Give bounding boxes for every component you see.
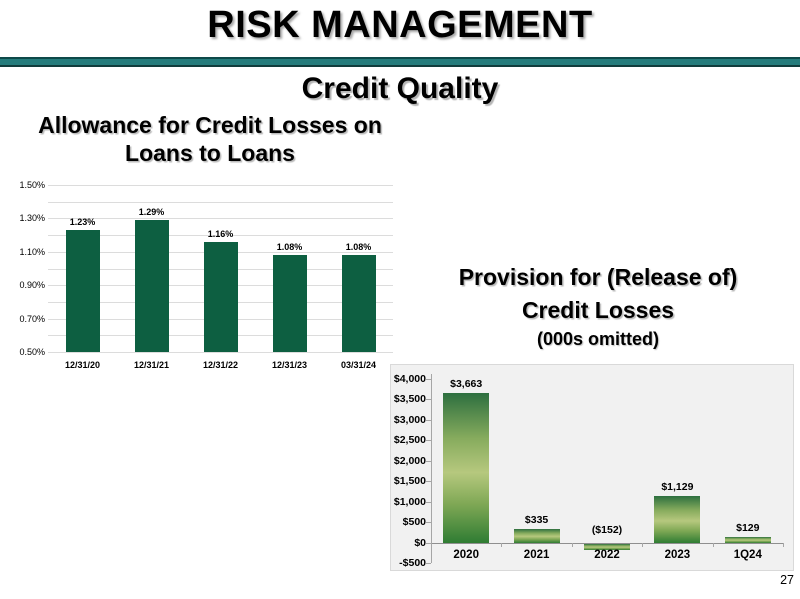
x-axis-line (431, 542, 783, 544)
y-tick-label: $3,000 (393, 413, 426, 426)
bar-value-label: $1,129 (661, 481, 694, 494)
gridline (48, 218, 393, 220)
bar-value-label: 1.29% (138, 207, 165, 218)
bar-value-label: 1.08% (345, 242, 372, 253)
y-tick-label: 1.30% (19, 213, 45, 224)
y-axis-line (431, 374, 432, 563)
x-tick-mark (431, 542, 432, 547)
provision-chart: $4,000 $3,500 $3,000 $2,500 $2,000 $1,500 $1,0… (390, 364, 794, 571)
y-tick-label: -$500 (399, 557, 426, 569)
y-tick-mark (426, 440, 431, 442)
bar (513, 528, 560, 543)
x-tick-label: 03/31/24 (340, 360, 377, 370)
y-tick-mark (426, 522, 431, 524)
y-tick-label: $1,500 (393, 475, 426, 488)
bar-value-label: 1.08% (276, 242, 303, 253)
bar (134, 220, 169, 352)
bar-value-label: $335 (524, 513, 549, 526)
bar-value-label: ($152) (591, 523, 623, 536)
x-tick-label: 12/31/22 (202, 360, 239, 370)
x-tick-label: 2023 (664, 548, 691, 561)
x-tick-label: 2021 (523, 548, 550, 561)
y-tick-mark (426, 399, 431, 401)
slide-subtitle: Credit Quality (301, 72, 499, 105)
page-number: 27 (780, 573, 794, 587)
bar-value-label: $3,663 (450, 377, 483, 390)
x-tick-label: 1Q24 (733, 548, 762, 561)
x-tick-label: 12/31/23 (271, 360, 308, 370)
provision-title-block: Provision for (Release of) Credit Losses… (400, 261, 796, 351)
bar-value-label: $129 (736, 522, 760, 535)
y-tick-label: $1,000 (393, 495, 426, 508)
y-tick-label: 1.10% (19, 246, 45, 257)
x-tick-mark (571, 542, 573, 547)
bar (724, 537, 771, 543)
y-tick-label: $4,000 (393, 373, 426, 385)
y-tick-label: $3,500 (393, 393, 426, 406)
x-tick-mark (783, 542, 784, 547)
bar (272, 255, 307, 352)
y-tick-label: $0 (414, 536, 426, 549)
provision-chart-subtitle: (000s omitted) (536, 329, 660, 349)
gridline (48, 201, 393, 203)
x-tick-mark (501, 542, 503, 547)
x-tick-label: 2020 (453, 548, 479, 561)
bar-value-label: 1.16% (207, 228, 234, 239)
y-tick-label: 1.50% (19, 180, 45, 190)
bar (65, 230, 100, 352)
y-tick-label: $500 (402, 516, 426, 529)
x-tick-label: 2022 (594, 548, 620, 561)
gridline (48, 185, 393, 186)
gridline (48, 235, 393, 237)
bar (584, 543, 630, 550)
y-tick-mark (426, 563, 431, 564)
allowance-chart-title: Allowance for Credit Losses on Loans to … (38, 112, 382, 166)
x-tick-label: 12/31/21 (133, 360, 170, 370)
x-tick-mark (712, 542, 714, 547)
allowance-chart: 1.50% 1.30% 1.10% 0.90% 0.70% 0.50% 1.23% 12/31… (15, 178, 395, 378)
y-tick-label: $2,500 (393, 434, 426, 447)
x-tick-mark (642, 542, 644, 547)
bar (654, 496, 701, 543)
bar (203, 241, 238, 352)
y-tick-mark (426, 379, 431, 380)
y-tick-label: 0.50% (19, 347, 45, 357)
gridline (48, 352, 393, 353)
bar-value-label: 1.23% (69, 217, 96, 228)
bar (341, 255, 376, 352)
y-tick-mark (426, 501, 431, 503)
provision-chart-title: Provision for (Release of) Credit Losses (458, 264, 738, 323)
y-tick-mark (426, 481, 431, 483)
title-divider (0, 57, 800, 67)
x-tick-label: 12/31/20 (64, 360, 101, 370)
y-tick-label: $2,000 (393, 454, 426, 467)
y-tick-mark (426, 460, 431, 462)
slide-title: RISK MANAGEMENT (207, 4, 593, 46)
y-tick-mark (426, 419, 431, 421)
bar (443, 392, 490, 543)
y-tick-label: 0.70% (19, 313, 45, 324)
y-tick-mark (426, 542, 431, 544)
y-tick-label: 0.90% (19, 280, 45, 291)
